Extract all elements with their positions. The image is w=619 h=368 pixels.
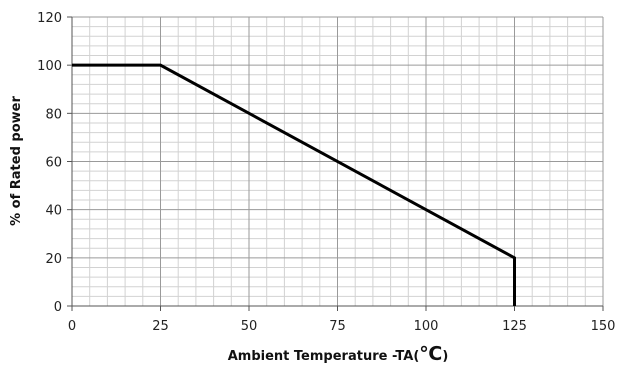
y-tick-label: 80	[45, 107, 62, 122]
x-tick-label: 100	[414, 319, 439, 334]
y-tick-label: 100	[37, 59, 62, 74]
derating-curve	[72, 63, 516, 306]
x-tick-label: 25	[152, 319, 169, 334]
y-axis-title: % of Rated power	[9, 96, 24, 226]
x-tick-label: 125	[502, 319, 527, 334]
y-tick-label: 60	[45, 156, 62, 171]
x-tick-label: 50	[241, 319, 258, 334]
y-tick-label: 40	[45, 204, 62, 219]
x-tick-label: 0	[68, 319, 76, 334]
x-tick-label: 150	[591, 319, 616, 334]
x-tick-labels: 0 25 50 75 100 125 150	[68, 319, 616, 334]
x-tick-label: 75	[329, 319, 346, 334]
y-tick-label: 20	[45, 252, 62, 267]
x-axis-title: Ambient Temperature -TA(℃)	[228, 343, 449, 365]
series-layer	[72, 63, 516, 306]
y-tick-labels: 0 20 40 60 80 100 120	[37, 11, 62, 315]
y-tick-label: 0	[54, 300, 62, 315]
y-tick-label: 120	[37, 11, 62, 26]
